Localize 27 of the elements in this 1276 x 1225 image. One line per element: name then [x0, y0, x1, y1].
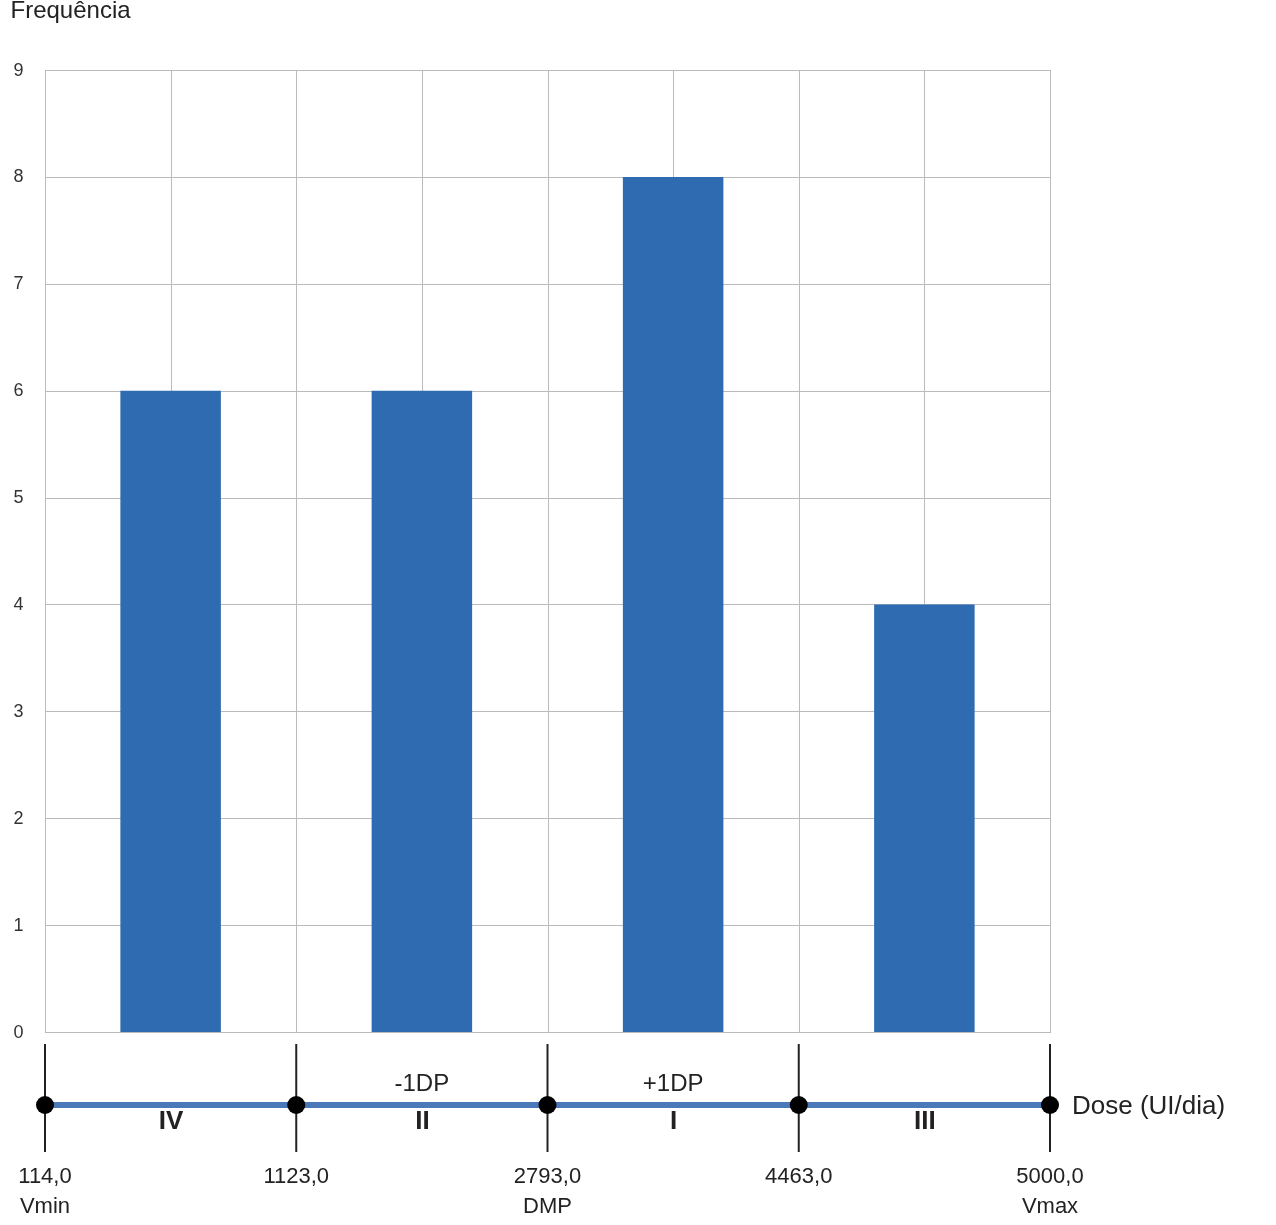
x-tick-label: I — [670, 1104, 678, 1135]
y-tick-label: 9 — [13, 59, 24, 80]
text: -1DP — [394, 1069, 450, 1096]
x-tick-label: IV — [158, 1104, 185, 1135]
text: +1DP — [642, 1069, 704, 1096]
y-axis-title: Frequência — [10, 0, 132, 23]
x-tick-label: II — [415, 1104, 430, 1135]
x-axis-title: Dose (UI/dia) — [1072, 1090, 1226, 1120]
bar — [622, 176, 724, 1032]
bar — [874, 604, 975, 1032]
bar — [371, 390, 473, 1032]
y-tick-label: 0 — [13, 1021, 24, 1042]
y-tick-label: 1 — [13, 914, 24, 935]
y-tick-label: 6 — [13, 380, 24, 401]
y-tick-label: 2 — [13, 807, 24, 828]
y-tick-label: 8 — [13, 166, 24, 187]
text: 114,0 Vmin — [18, 1163, 72, 1218]
x-tick-label: III — [914, 1104, 936, 1135]
text: 2793,0 DMP — [513, 1163, 582, 1218]
y-tick-label: 4 — [13, 593, 24, 614]
y-tick-label: 5 — [13, 487, 24, 508]
text: 1123,0 — [263, 1163, 330, 1188]
text: 5000,0 Vmax — [1016, 1163, 1084, 1218]
y-tick-label: 3 — [13, 700, 24, 721]
y-tick-label: 7 — [13, 273, 24, 294]
bar — [120, 390, 221, 1032]
text: 4463,0 — [765, 1163, 833, 1188]
